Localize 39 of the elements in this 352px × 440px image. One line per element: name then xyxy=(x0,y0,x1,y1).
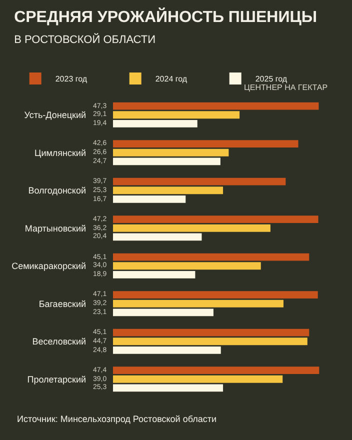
y-tick-label: Волгодонской xyxy=(28,186,86,196)
bar xyxy=(113,366,320,374)
y-tick-label: Пролетарский xyxy=(27,374,86,384)
x-axis-title: ЦЕНТНЕР НА ГЕКТАР xyxy=(244,83,328,92)
y-tick-label: Веселовский xyxy=(32,336,86,347)
y-tick-label: Багаевский xyxy=(38,298,86,309)
bar xyxy=(113,140,298,148)
y-tick-label: Усть-Донецкий xyxy=(24,110,86,120)
bar xyxy=(113,346,221,354)
bar xyxy=(113,148,229,156)
bar xyxy=(113,375,283,383)
bar xyxy=(113,102,319,110)
bar xyxy=(113,186,224,194)
chart-subtitle: В РОСТОВСКОЙ ОБЛАСТИ xyxy=(14,32,156,46)
chart-title: СРЕДНЯЯ УРОЖАЙНОСТЬ ПШЕНИЦЫ xyxy=(14,7,318,26)
y-tick-label: Мартыновский xyxy=(24,223,86,234)
bar xyxy=(113,262,261,270)
bar xyxy=(113,384,224,392)
bar xyxy=(113,120,198,128)
bar xyxy=(113,233,202,241)
bar xyxy=(113,195,186,203)
y-tick-label: Цимлянский xyxy=(34,148,86,158)
bar xyxy=(113,216,318,224)
bar xyxy=(113,338,308,346)
bar xyxy=(113,111,240,119)
bar xyxy=(113,308,214,316)
legend-label: 2025 год xyxy=(255,74,288,84)
bar xyxy=(113,300,284,308)
bar xyxy=(113,270,196,278)
legend-label: 2023 год xyxy=(55,74,88,84)
bar xyxy=(113,224,270,232)
bar xyxy=(113,178,286,186)
bar xyxy=(113,291,318,299)
bar xyxy=(113,158,220,166)
bar xyxy=(113,253,310,261)
legend-label: 2024 год xyxy=(155,74,188,84)
text: Источник: Минсельхозпрод Ростовской области xyxy=(17,414,216,424)
y-tick-label: Семикаракорский xyxy=(12,261,86,272)
bar xyxy=(113,328,310,336)
